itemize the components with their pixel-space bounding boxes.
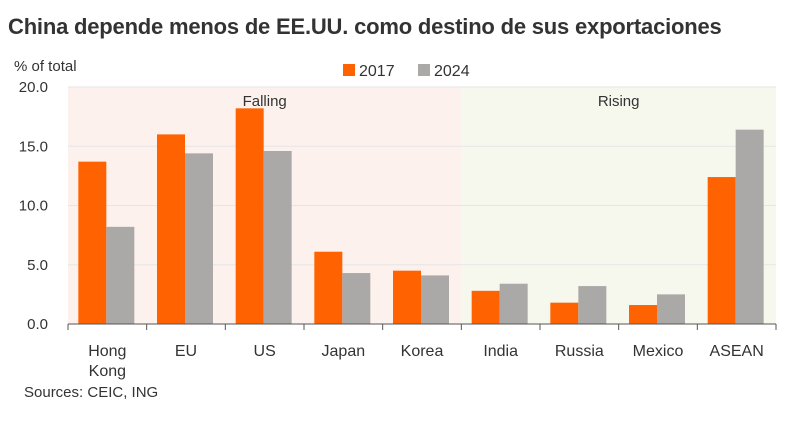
x-tick-label: India xyxy=(483,343,518,360)
bar-2017-mexico xyxy=(629,305,657,324)
legend-swatch-2024 xyxy=(418,64,430,76)
bar-2017-russia xyxy=(550,302,579,324)
bar-2017-korea xyxy=(393,270,421,324)
x-tick-label: Korea xyxy=(401,343,444,360)
x-tick-label: EU xyxy=(175,343,197,360)
y-axis-label: % of total xyxy=(14,58,77,75)
region-label-falling: Falling xyxy=(243,93,287,110)
bar-2017-hong-kong xyxy=(78,161,107,324)
bar-2024-hong-kong xyxy=(106,226,135,324)
bar-2017-japan xyxy=(314,251,343,324)
bar-2017-asean xyxy=(707,177,736,324)
x-tick-label: Russia xyxy=(555,343,604,360)
x-tick-label: US xyxy=(254,343,276,360)
legend-swatch-2017 xyxy=(343,64,355,76)
bar-2024-mexico xyxy=(657,294,685,324)
bar-2017-us xyxy=(235,108,264,324)
x-tick-label: Japan xyxy=(322,343,366,360)
x-tick-label: Mexico xyxy=(633,343,684,360)
bar-2024-korea xyxy=(421,275,449,324)
y-tick-label: 20.0 xyxy=(19,79,48,96)
y-tick-label: 15.0 xyxy=(19,138,48,155)
bar-2024-us xyxy=(263,150,292,324)
bar-2024-india xyxy=(499,283,528,324)
region-label-rising: Rising xyxy=(598,93,640,110)
x-tick-label: ASEAN xyxy=(710,343,764,360)
legend-label-2017: 2017 xyxy=(359,63,395,80)
x-tick-label: Hong Kong xyxy=(88,343,126,380)
y-tick-label: 0.0 xyxy=(27,316,48,333)
bar-2024-russia xyxy=(578,286,607,324)
source-note: Sources: CEIC, ING xyxy=(24,384,159,401)
bar-2024-asean xyxy=(735,129,764,324)
bar-2024-japan xyxy=(342,273,371,324)
bar-2017-eu xyxy=(157,134,185,324)
bar-2024-eu xyxy=(185,153,213,324)
chart-title: China depende menos de EE.UU. como desti… xyxy=(8,14,722,39)
bar-2017-india xyxy=(471,290,500,324)
y-tick-label: 5.0 xyxy=(27,257,48,274)
y-tick-label: 10.0 xyxy=(19,198,48,215)
legend-label-2024: 2024 xyxy=(434,63,470,80)
